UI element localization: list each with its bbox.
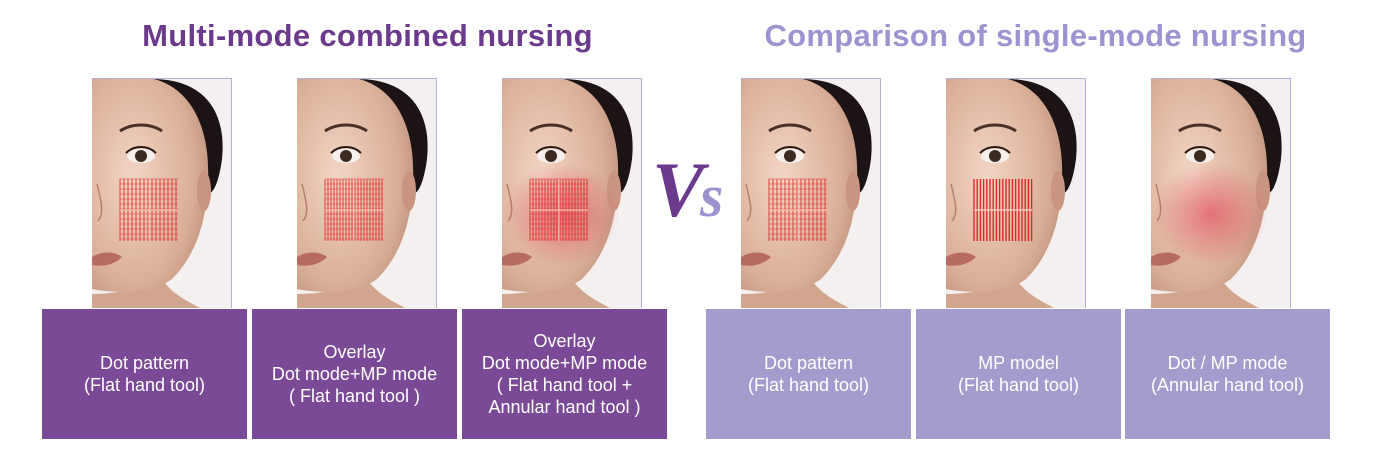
face-panel-mp-model bbox=[946, 78, 1086, 308]
left-section-title: Multi-mode combined nursing bbox=[142, 18, 593, 53]
neck bbox=[741, 279, 850, 308]
treatment-grid bbox=[768, 178, 827, 241]
neck bbox=[502, 279, 611, 308]
lips bbox=[741, 252, 771, 266]
label-box-overlay-flat-annular: Overlay Dot mode+MP mode( Flat hand tool … bbox=[462, 309, 667, 439]
eyelid bbox=[125, 146, 157, 154]
label-line: (Flat hand tool) bbox=[83, 375, 206, 395]
iris bbox=[784, 150, 796, 162]
label-box-dot-mp-annular: Dot / MP mode (Annular hand tool) bbox=[1125, 309, 1330, 439]
treatment-grid bbox=[529, 178, 588, 241]
lips bbox=[1151, 252, 1181, 266]
vs-letter-s: s bbox=[699, 163, 723, 226]
face-panel-overlay-flat-annular bbox=[502, 78, 642, 308]
label-line: ( Flat hand tool + bbox=[496, 375, 633, 395]
label-line: Overlay bbox=[533, 331, 596, 351]
lips bbox=[946, 252, 976, 266]
iris bbox=[989, 150, 1001, 162]
ear bbox=[1051, 171, 1065, 211]
neck bbox=[1151, 279, 1260, 308]
label-line: MP model bbox=[978, 353, 1059, 373]
right-section-title: Comparison of single-mode nursing bbox=[764, 18, 1307, 53]
label-box-overlay-dot-mp: Overlay Dot mode+MP mode( Flat hand tool … bbox=[252, 309, 457, 439]
eyelid bbox=[774, 146, 806, 154]
label-line: Dot / MP mode bbox=[1167, 353, 1288, 373]
eyebrow bbox=[119, 123, 163, 133]
neck bbox=[92, 279, 201, 308]
iris bbox=[135, 150, 147, 162]
eyelid bbox=[535, 146, 567, 154]
eyebrow bbox=[529, 123, 573, 133]
label-line: Annular hand tool ) bbox=[488, 397, 641, 417]
label-line: (Annular hand tool) bbox=[1150, 375, 1305, 395]
nose bbox=[301, 183, 308, 222]
ear bbox=[197, 171, 211, 211]
treatment-grid bbox=[324, 178, 383, 241]
lips bbox=[297, 252, 327, 266]
nose bbox=[96, 183, 103, 222]
eyebrow bbox=[324, 123, 368, 133]
label-box-dot-pattern: Dot pattern (Flat hand tool) bbox=[42, 309, 247, 439]
ear bbox=[402, 171, 416, 211]
label-line: (Flat hand tool) bbox=[747, 375, 870, 395]
iris bbox=[340, 150, 352, 162]
lips bbox=[92, 252, 122, 266]
neck bbox=[297, 279, 406, 308]
label-line: Dot mode+MP mode bbox=[271, 364, 438, 384]
eyebrow bbox=[973, 123, 1017, 133]
label-box-dot-pattern-single: Dot pattern (Flat hand tool) bbox=[706, 309, 911, 439]
treatment-lines bbox=[973, 179, 1033, 241]
iris bbox=[1194, 150, 1206, 162]
face-skin bbox=[946, 79, 1063, 292]
eyebrow bbox=[1178, 123, 1222, 133]
neck bbox=[946, 279, 1055, 308]
label-line: Dot mode+MP mode bbox=[481, 353, 648, 373]
treatment-grid bbox=[119, 178, 178, 241]
label-line: Overlay bbox=[323, 342, 386, 362]
face-panel-dot-mp-annular bbox=[1151, 78, 1291, 308]
face-panel-dot-pattern-single bbox=[741, 78, 881, 308]
eyelid bbox=[1184, 146, 1216, 154]
iris bbox=[545, 150, 557, 162]
label-line: Dot pattern bbox=[99, 353, 190, 373]
eyebrow bbox=[768, 123, 812, 133]
lips bbox=[502, 252, 532, 266]
nose bbox=[950, 183, 957, 222]
vs-label: V s bbox=[650, 146, 740, 233]
label-line: ( Flat hand tool ) bbox=[288, 386, 421, 406]
eyelid bbox=[979, 146, 1011, 154]
label-box-mp-model: MP model (Flat hand tool) bbox=[916, 309, 1121, 439]
annular-glow bbox=[1153, 162, 1269, 266]
label-line: (Flat hand tool) bbox=[957, 375, 1080, 395]
eyelid bbox=[330, 146, 362, 154]
vs-letter-v: V bbox=[652, 146, 710, 226]
ear bbox=[846, 171, 860, 211]
face-panel-dot-pattern bbox=[92, 78, 232, 308]
label-line: Dot pattern bbox=[763, 353, 854, 373]
nose bbox=[745, 183, 752, 222]
face-panel-overlay-dot-mp bbox=[297, 78, 437, 308]
